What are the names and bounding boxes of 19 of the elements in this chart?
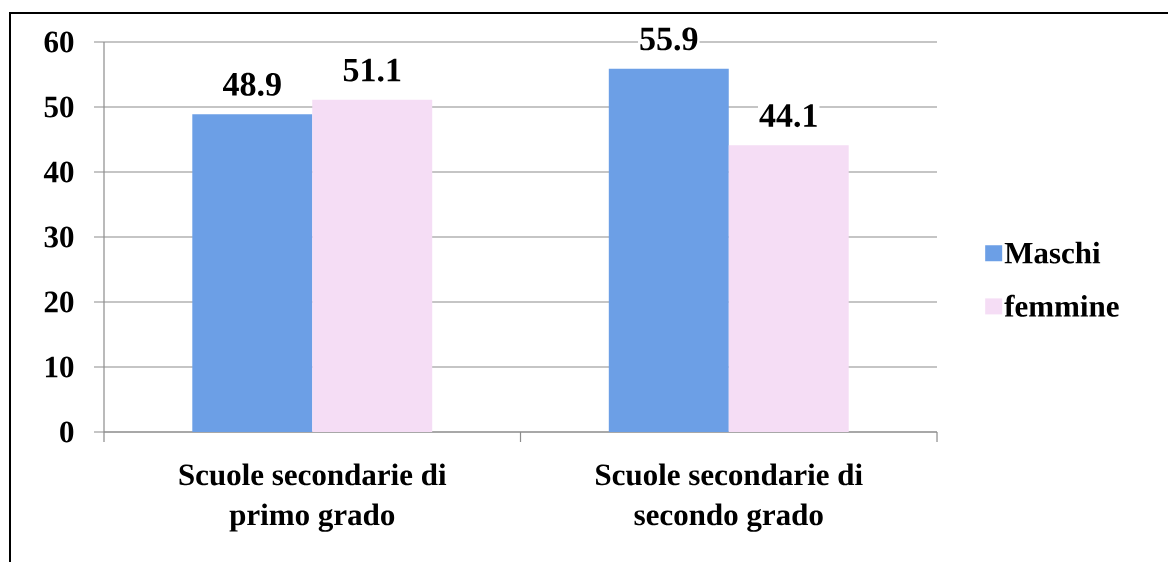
y-tick-label: 20 [44, 291, 74, 313]
data-label: 51.1 [343, 58, 401, 82]
data-label: 55.9 [640, 27, 698, 51]
bar [728, 145, 849, 432]
data-label: 48.9 [222, 72, 281, 96]
y-tick-label: 50 [44, 96, 74, 118]
bar [192, 114, 313, 432]
bar [608, 68, 729, 432]
x-tick-label: Scuole secondarie di primo grado [179, 463, 447, 532]
bar [312, 99, 433, 432]
y-tick-label: 0 [60, 421, 74, 443]
data-label: 44.1 [759, 104, 817, 128]
y-tick-label: 10 [45, 356, 74, 378]
legend-label: Maschi [1004, 241, 1101, 264]
y-tick-label: 30 [44, 226, 74, 248]
y-tick-label: 60 [44, 31, 74, 53]
legend-label: femmine [1004, 294, 1119, 317]
y-tick-label: 40 [43, 161, 74, 183]
x-tick-label: Scuole secondarie di secondo grado [596, 463, 863, 532]
